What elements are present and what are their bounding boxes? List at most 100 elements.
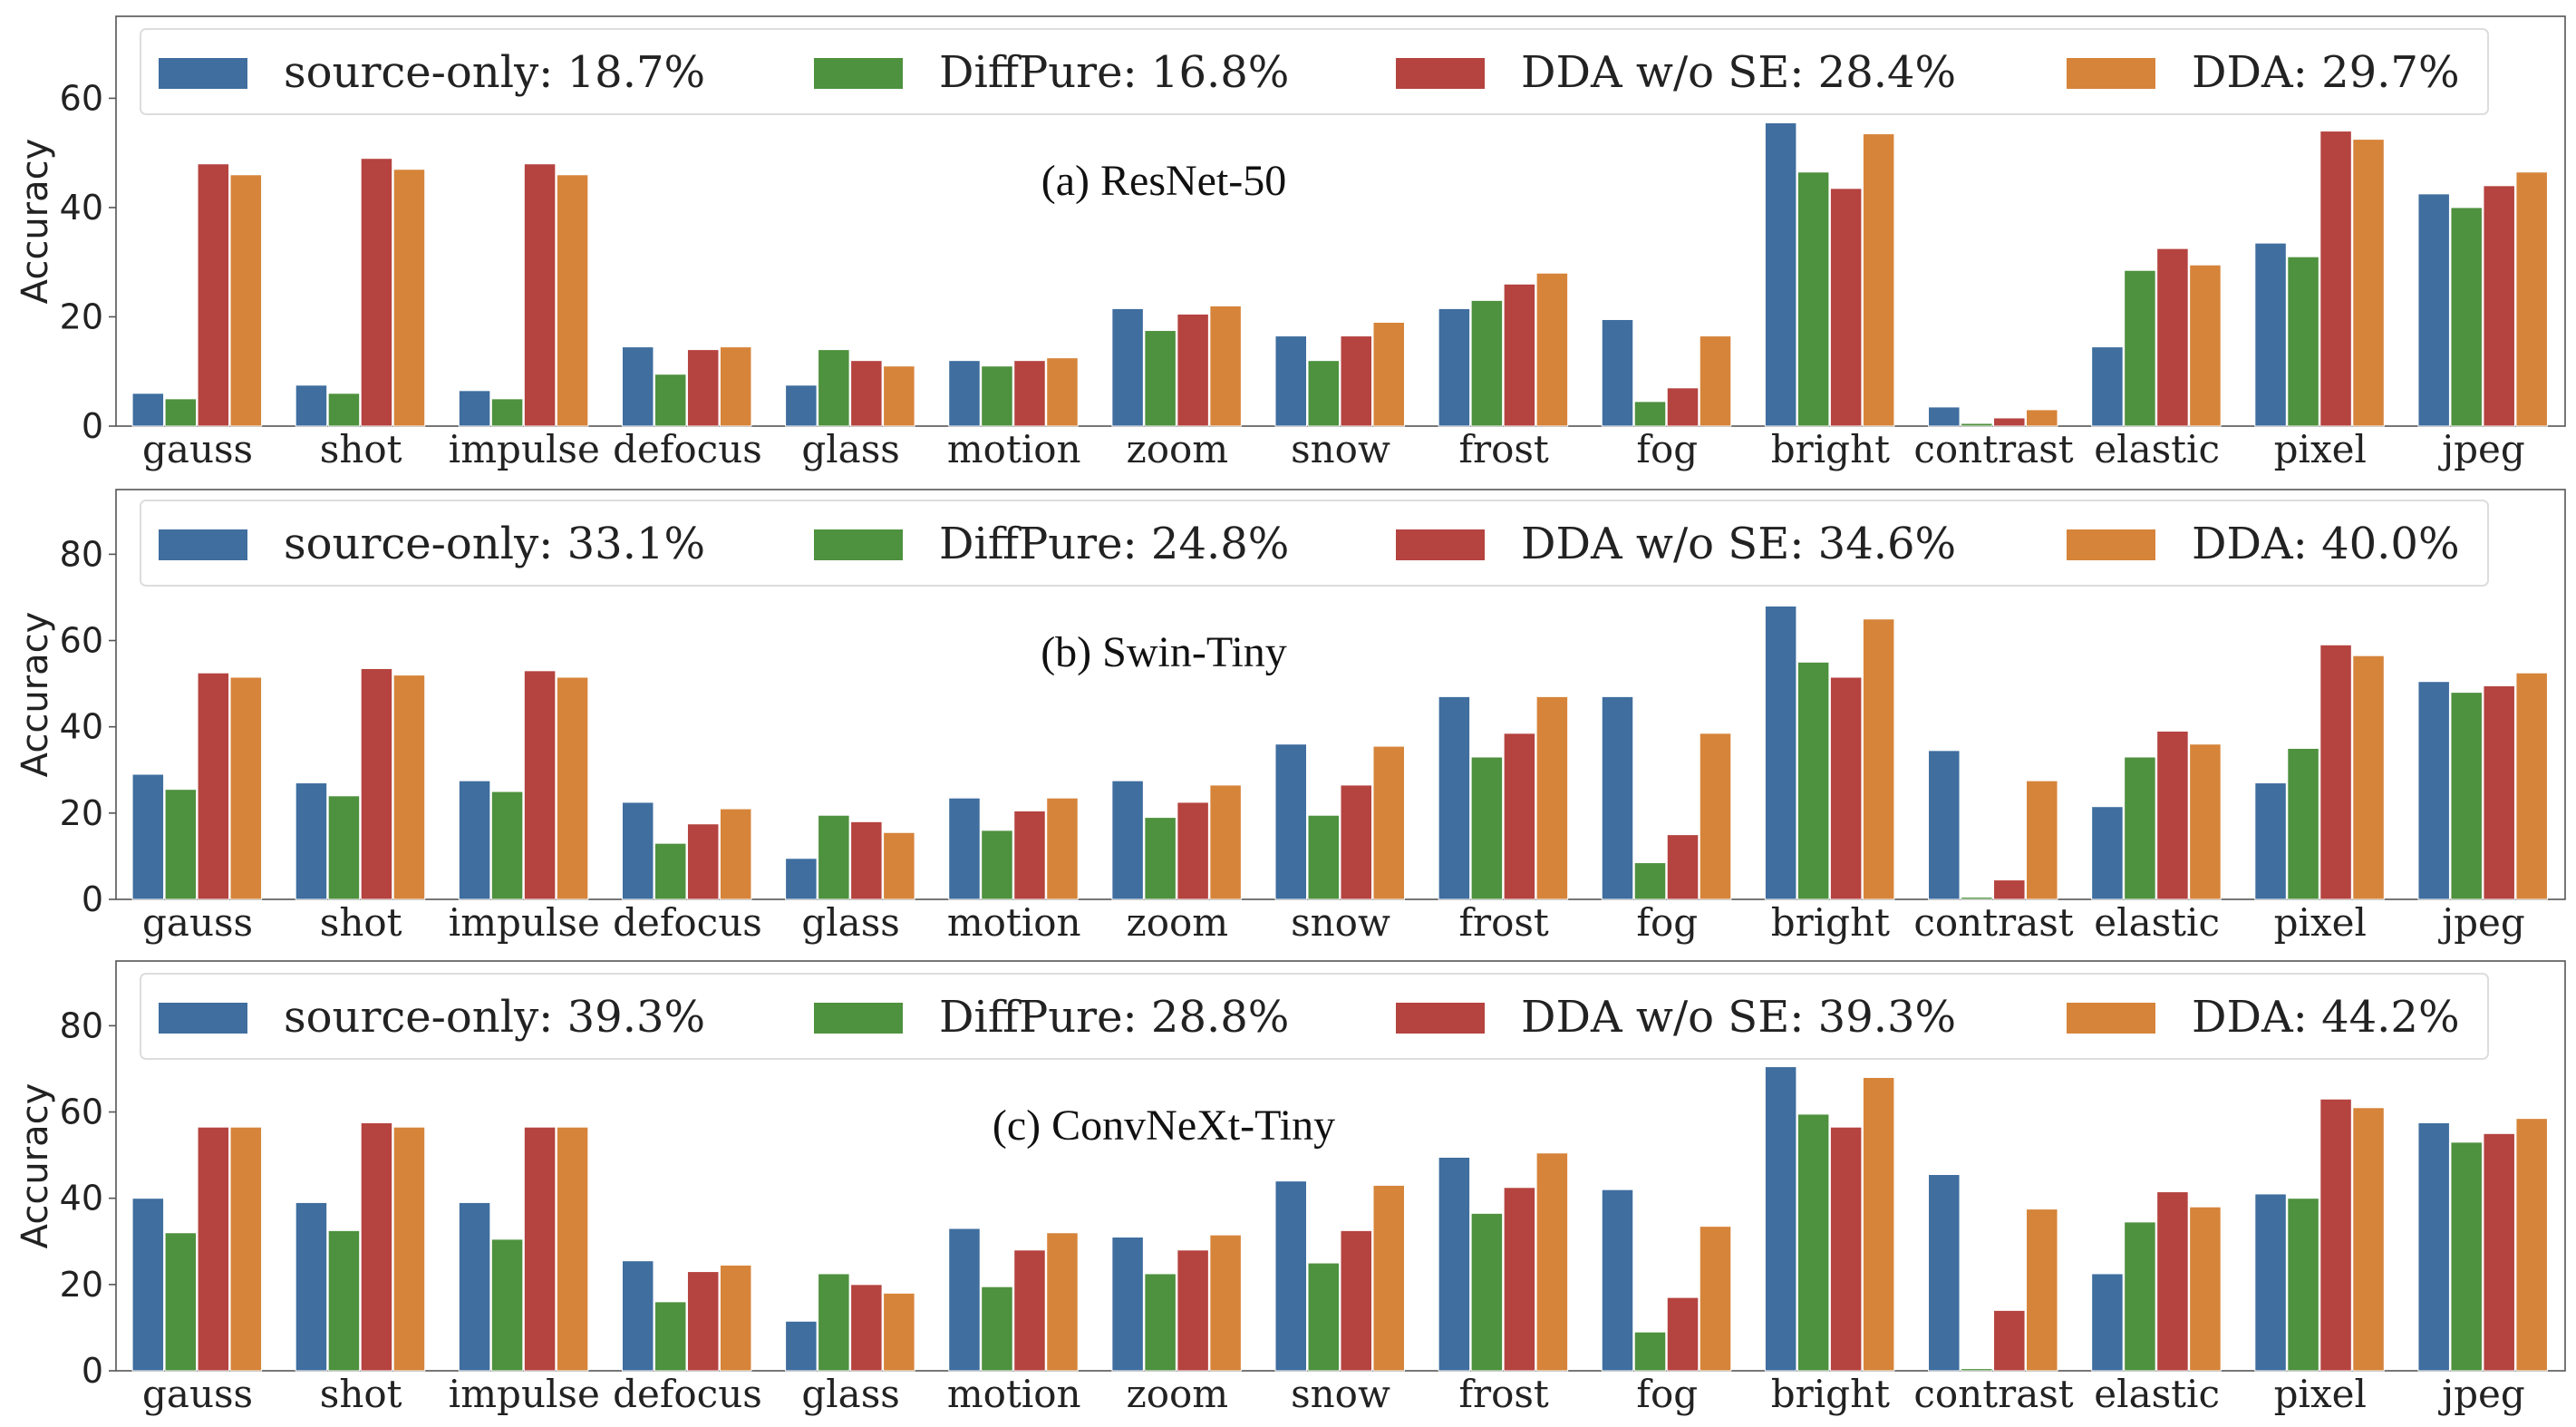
bar-defocus-series-4: [719, 808, 752, 900]
x-tick-label: frost: [1458, 427, 1548, 471]
bar-motion-series-1: [948, 797, 981, 900]
x-tick-label: elastic: [2094, 1372, 2220, 1416]
x-tick-label: pixel: [2274, 427, 2367, 471]
bar-frost-series-4: [1535, 695, 1569, 900]
bar-glass-series-3: [850, 360, 883, 427]
bar-impulse-series-3: [523, 1126, 557, 1372]
x-tick-label: elastic: [2094, 900, 2220, 945]
bar-snow-series-1: [1274, 1180, 1307, 1372]
bar-snow-series-2: [1307, 814, 1340, 900]
x-tick-label: fog: [1636, 1372, 1698, 1416]
y-tick-label: 80: [60, 1005, 103, 1045]
bar-shot-series-1: [295, 1201, 328, 1372]
bar-elastic-series-3: [2156, 248, 2189, 427]
bar-motion-series-3: [1013, 360, 1046, 427]
bar-contrast-series-3: [1993, 417, 2026, 427]
bar-shot-series-2: [327, 1229, 361, 1372]
bar-shot-series-4: [392, 169, 426, 427]
bar-glass-series-2: [818, 1273, 850, 1372]
bar-fog-series-4: [1699, 335, 1732, 427]
bar-zoom-series-2: [1144, 1273, 1177, 1372]
x-tick-label: elastic: [2094, 427, 2220, 471]
bar-frost-series-3: [1503, 733, 1536, 900]
x-tick-label: defocus: [613, 1372, 762, 1416]
bar-fog-series-3: [1666, 1296, 1700, 1372]
legend-entry: DDA: 29.7%: [2192, 47, 2460, 98]
bar-glass-series-2: [818, 814, 850, 900]
bar-defocus-series-3: [686, 349, 720, 427]
legend-entry: source-only: 33.1%: [284, 519, 705, 569]
legend-swatch: [1396, 58, 1485, 89]
x-tick-label: glass: [801, 900, 899, 945]
bar-elastic-series-2: [2124, 1221, 2156, 1372]
x-tick-label: gauss: [142, 1372, 253, 1416]
bar-snow-series-3: [1340, 1229, 1372, 1372]
bar-fog-series-4: [1699, 1226, 1732, 1372]
bar-jpeg-series-3: [2483, 185, 2515, 427]
bar-jpeg-series-1: [2417, 681, 2450, 900]
chart-title: (c) ConvNeXt-Tiny: [993, 1102, 1335, 1150]
bar-motion-series-2: [981, 1286, 1013, 1372]
bar-snow-series-3: [1340, 335, 1372, 427]
bar-defocus-series-3: [686, 1271, 720, 1372]
legend-entry: DDA w/o SE: 28.4%: [1521, 47, 1956, 98]
bar-pixel-series-1: [2254, 782, 2287, 900]
bar-bright-series-4: [1862, 133, 1895, 427]
x-tick-label: bright: [1771, 900, 1890, 945]
x-tick-label: contrast: [1913, 900, 2073, 945]
bar-bright-series-3: [1829, 188, 1863, 427]
bar-contrast-series-1: [1928, 1174, 1961, 1372]
y-tick-label: 20: [60, 1265, 103, 1305]
bar-defocus-series-1: [621, 801, 654, 900]
x-tick-label: impulse: [449, 1372, 600, 1416]
bar-gauss-series-2: [164, 1232, 198, 1372]
bar-frost-series-1: [1438, 1156, 1471, 1372]
bar-glass-series-1: [785, 1320, 818, 1372]
bar-fog-series-3: [1666, 834, 1700, 900]
legend-swatch: [2067, 58, 2155, 89]
bar-jpeg-series-4: [2515, 672, 2548, 900]
bar-pixel-series-3: [2319, 1098, 2352, 1372]
bar-jpeg-series-3: [2483, 1132, 2515, 1372]
bar-glass-series-1: [785, 384, 818, 427]
bar-glass-series-2: [818, 349, 850, 427]
y-tick-label: 40: [60, 707, 103, 747]
bar-frost-series-2: [1470, 299, 1504, 427]
y-axis-label: Accuracy: [15, 612, 56, 778]
legend: source-only: 33.1% DiffPure: 24.8% DDA w/o…: [140, 500, 2489, 587]
bar-zoom-series-4: [1209, 1234, 1242, 1372]
bar-defocus-series-1: [621, 1260, 654, 1372]
y-tick-label: 60: [60, 1092, 103, 1132]
bar-impulse-series-1: [458, 390, 491, 427]
bar-shot-series-1: [295, 384, 328, 427]
bar-frost-series-4: [1535, 1152, 1569, 1372]
bar-shot-series-4: [392, 675, 426, 900]
x-tick-label: frost: [1458, 1372, 1548, 1416]
legend: source-only: 39.3% DiffPure: 28.8% DDA w/o…: [140, 973, 2489, 1060]
x-tick-label: impulse: [449, 427, 600, 471]
y-tick-label: 0: [82, 879, 103, 919]
x-tick-label: jpeg: [2437, 427, 2525, 471]
bar-impulse-series-1: [458, 780, 491, 900]
bar-contrast-series-4: [2026, 1209, 2058, 1372]
bar-elastic-series-1: [2091, 346, 2124, 427]
x-tick-label: zoom: [1127, 427, 1229, 471]
bar-motion-series-4: [1046, 1232, 1079, 1372]
bar-frost-series-2: [1470, 1212, 1504, 1372]
chart-title: (b) Swin-Tiny: [1041, 628, 1287, 676]
x-tick-label: zoom: [1127, 900, 1229, 945]
legend-entry: DiffPure: 28.8%: [939, 992, 1289, 1043]
legend-entry: DDA: 44.2%: [2192, 992, 2460, 1043]
bar-bright-series-1: [1764, 605, 1797, 900]
x-tick-label: fog: [1636, 427, 1698, 471]
bar-fog-series-1: [1601, 318, 1634, 427]
x-tick-label: gauss: [142, 900, 253, 945]
x-tick-label: snow: [1291, 427, 1390, 471]
bar-contrast-series-3: [1993, 1309, 2026, 1372]
y-tick-label: 60: [60, 621, 103, 661]
y-tick-label: 40: [60, 1179, 103, 1218]
bar-zoom-series-2: [1144, 817, 1177, 900]
bar-snow-series-4: [1372, 321, 1405, 427]
